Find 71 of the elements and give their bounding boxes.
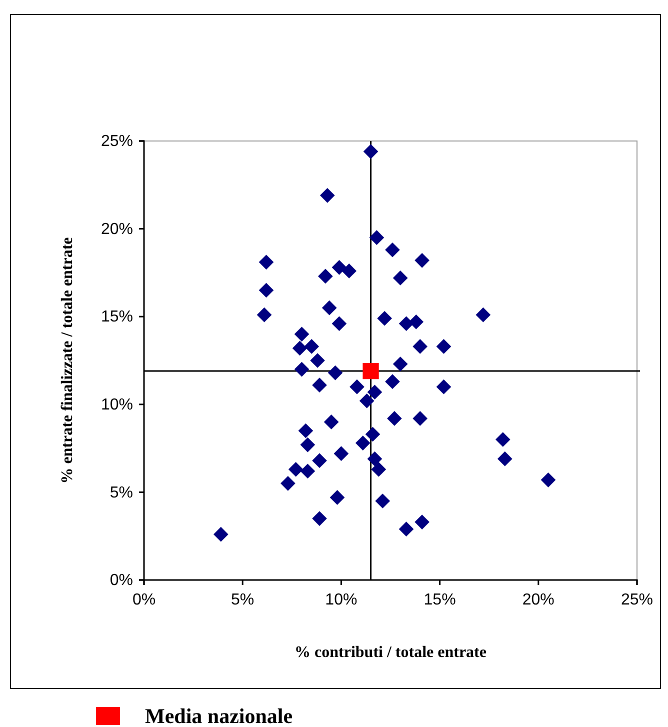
point bbox=[392, 270, 408, 286]
y-tick-label: 25% bbox=[100, 133, 133, 150]
point bbox=[342, 264, 357, 278]
point bbox=[280, 476, 296, 491]
point bbox=[540, 472, 556, 488]
point bbox=[318, 268, 333, 284]
point bbox=[398, 316, 414, 332]
point bbox=[414, 514, 430, 530]
x-tick-label: 10% bbox=[325, 591, 358, 608]
point bbox=[332, 316, 347, 332]
point bbox=[369, 230, 384, 245]
x-tick-label: 5% bbox=[231, 591, 254, 608]
y-tick-label: 0% bbox=[110, 572, 133, 590]
y-tick-label: 5% bbox=[110, 484, 133, 502]
point bbox=[332, 260, 347, 275]
point bbox=[294, 362, 310, 377]
point bbox=[213, 526, 228, 542]
x-tick-label: 0% bbox=[132, 591, 156, 608]
point bbox=[497, 451, 512, 466]
point bbox=[256, 307, 272, 322]
x-tick-label: 25% bbox=[620, 591, 654, 608]
point bbox=[292, 340, 308, 356]
legend-label: Media nazionale bbox=[145, 704, 293, 727]
point bbox=[414, 252, 430, 268]
point bbox=[294, 326, 310, 342]
point bbox=[363, 144, 378, 159]
point bbox=[312, 511, 327, 526]
point bbox=[258, 254, 274, 270]
point bbox=[367, 384, 382, 400]
point bbox=[387, 411, 402, 426]
point bbox=[320, 188, 335, 203]
point bbox=[377, 310, 392, 326]
point bbox=[355, 436, 370, 450]
point bbox=[436, 379, 452, 394]
point bbox=[310, 353, 325, 368]
point bbox=[322, 300, 337, 316]
point bbox=[300, 464, 316, 479]
point bbox=[362, 362, 379, 380]
y-tick-label: 15% bbox=[100, 308, 133, 326]
point bbox=[385, 374, 400, 389]
point bbox=[476, 307, 491, 322]
y-tick-label: 20% bbox=[100, 220, 133, 238]
point bbox=[412, 339, 428, 354]
point bbox=[304, 339, 320, 354]
point bbox=[367, 451, 382, 466]
point bbox=[258, 282, 274, 298]
point bbox=[398, 522, 414, 536]
x-tick-label: 15% bbox=[424, 591, 456, 608]
point bbox=[324, 414, 339, 430]
point bbox=[334, 446, 349, 461]
point bbox=[365, 426, 380, 442]
y-axis-title: % entrate finalizzate / totale entrate bbox=[59, 237, 76, 484]
point bbox=[300, 437, 316, 452]
x-axis-title: % contributi / totale entrate bbox=[294, 644, 486, 661]
point bbox=[436, 339, 452, 354]
point bbox=[392, 356, 408, 372]
point bbox=[412, 411, 428, 426]
point bbox=[298, 423, 314, 438]
point bbox=[385, 242, 400, 258]
point bbox=[359, 393, 374, 408]
point bbox=[330, 490, 345, 505]
point bbox=[328, 365, 343, 380]
point bbox=[495, 432, 510, 447]
point bbox=[371, 462, 386, 477]
point bbox=[288, 462, 304, 477]
x-tick-label: 20% bbox=[522, 591, 554, 608]
point bbox=[375, 494, 390, 508]
point bbox=[350, 379, 364, 394]
point bbox=[312, 378, 327, 392]
point bbox=[312, 453, 327, 468]
y-tick-label: 10% bbox=[100, 396, 133, 414]
